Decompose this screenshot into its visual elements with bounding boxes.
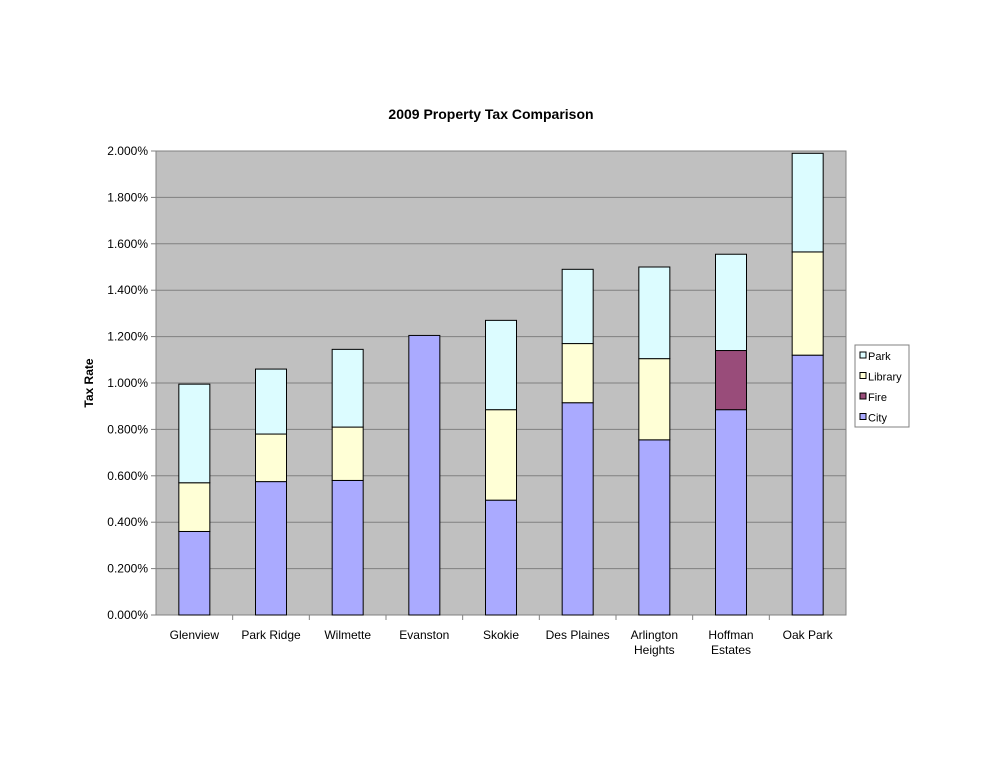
y-axis-ticks: 0.000% 0.200% 0.400% 0.600% 0.800% 1.000% 1.20…	[107, 144, 156, 622]
bar-segment-city	[715, 409, 747, 616]
bar-segment-park	[638, 266, 671, 360]
legend-label-park: Park	[868, 351, 891, 363]
legend-swatch-fire	[859, 392, 867, 400]
legend-swatch-library	[859, 372, 867, 379]
x-tick-label: Wilmette	[324, 628, 371, 642]
bar-segment-city	[255, 481, 287, 616]
bar-segment-library	[485, 409, 517, 501]
y-tick-label: 1.800%	[107, 190, 148, 204]
bars	[178, 152, 824, 616]
y-tick-label: 1.200%	[107, 330, 148, 344]
y-tick-label: 0.800%	[107, 422, 148, 436]
bar-segment-park	[715, 253, 747, 352]
x-tick-label: Oak Park	[783, 628, 834, 642]
y-tick-label: 0.400%	[107, 515, 148, 529]
bar-segment-library	[561, 343, 594, 404]
y-tick-label: 0.600%	[107, 469, 148, 483]
legend-swatch-city	[859, 413, 867, 420]
legend-swatch-park	[859, 351, 867, 359]
y-tick-label: 1.000%	[107, 376, 148, 390]
x-tick-label: Des Plaines	[546, 628, 610, 642]
bar-segment-park	[485, 319, 517, 411]
bar-segment-fire	[715, 350, 747, 411]
x-tick-label: Glenview	[170, 628, 220, 642]
bar-segment-library	[178, 482, 211, 532]
bar-segment-park	[178, 383, 211, 484]
bar-segment-park	[791, 152, 824, 253]
bar-segment-park	[255, 368, 287, 435]
bar-segment-city	[408, 334, 441, 616]
bar-segment-city	[485, 499, 517, 616]
bar-segment-library	[255, 433, 287, 483]
y-axis-label: Tax Rate	[82, 358, 96, 407]
bar-segment-library	[791, 251, 824, 356]
bar-segment-city	[561, 402, 594, 616]
x-tick-label: Park Ridge	[241, 628, 301, 642]
legend-label-library: Library	[868, 372, 902, 384]
x-tick-label: Skokie	[483, 628, 519, 642]
x-tick-label: Evanston	[399, 628, 449, 642]
bar-segment-city	[178, 530, 211, 616]
legend: Park Library Fire City	[854, 344, 910, 428]
y-tick-label: 1.400%	[107, 283, 148, 297]
bar-segment-library	[331, 426, 364, 481]
x-tick-label: Hoffman Estates	[708, 628, 753, 657]
bar-segment-park	[561, 268, 594, 345]
y-tick-label: 1.600%	[107, 237, 148, 251]
bar-segment-city	[791, 354, 824, 616]
bar-segment-park	[331, 348, 364, 428]
chart-title: 2009 Property Tax Comparison	[388, 106, 593, 122]
x-axis-ticks: Glenview Park Ridge Wilmette Evanston Skokie…	[170, 615, 834, 657]
y-tick-label: 0.200%	[107, 562, 148, 576]
legend-label-fire: Fire	[868, 392, 887, 404]
bar-segment-city	[638, 439, 671, 616]
bar-segment-city	[331, 479, 364, 616]
y-tick-label: 0.000%	[107, 608, 148, 622]
x-tick-label: Arlington Heights	[631, 628, 678, 657]
y-tick-label: 2.000%	[107, 144, 148, 158]
bar-segment-library	[638, 358, 671, 441]
legend-label-city: City	[868, 413, 887, 425]
